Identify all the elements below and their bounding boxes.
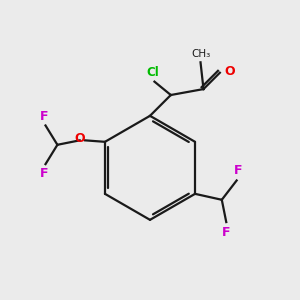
Text: Cl: Cl bbox=[147, 66, 159, 79]
Text: F: F bbox=[40, 167, 48, 180]
Text: O: O bbox=[74, 132, 85, 146]
Text: F: F bbox=[234, 164, 242, 178]
Text: O: O bbox=[225, 65, 235, 78]
Text: F: F bbox=[222, 226, 230, 238]
Text: F: F bbox=[40, 110, 48, 122]
Text: CH₃: CH₃ bbox=[191, 49, 210, 59]
